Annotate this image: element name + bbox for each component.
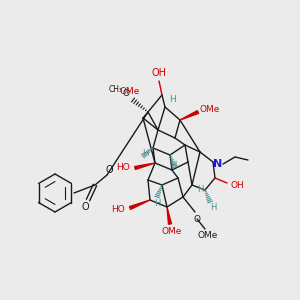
Text: HO: HO — [116, 164, 130, 172]
Text: HO: HO — [111, 206, 125, 214]
Polygon shape — [167, 207, 172, 224]
Text: CH₃: CH₃ — [109, 85, 123, 94]
Text: H: H — [210, 203, 216, 212]
Text: OMe: OMe — [200, 106, 220, 115]
Text: N: N — [213, 159, 223, 169]
Text: H: H — [142, 148, 148, 158]
Polygon shape — [129, 200, 150, 209]
Text: O: O — [105, 165, 113, 175]
Text: OH: OH — [230, 181, 244, 190]
Polygon shape — [180, 111, 199, 120]
Text: H: H — [169, 94, 176, 103]
Polygon shape — [135, 163, 155, 169]
Text: O: O — [122, 89, 130, 98]
Text: H: H — [170, 160, 176, 169]
Text: H: H — [197, 185, 203, 194]
Text: OMe: OMe — [198, 230, 218, 239]
Text: OH: OH — [152, 68, 166, 78]
Text: H: H — [154, 199, 160, 208]
Text: OMe: OMe — [162, 227, 182, 236]
Text: O: O — [81, 202, 89, 212]
Text: OMe: OMe — [120, 88, 140, 97]
Text: O: O — [194, 214, 200, 224]
